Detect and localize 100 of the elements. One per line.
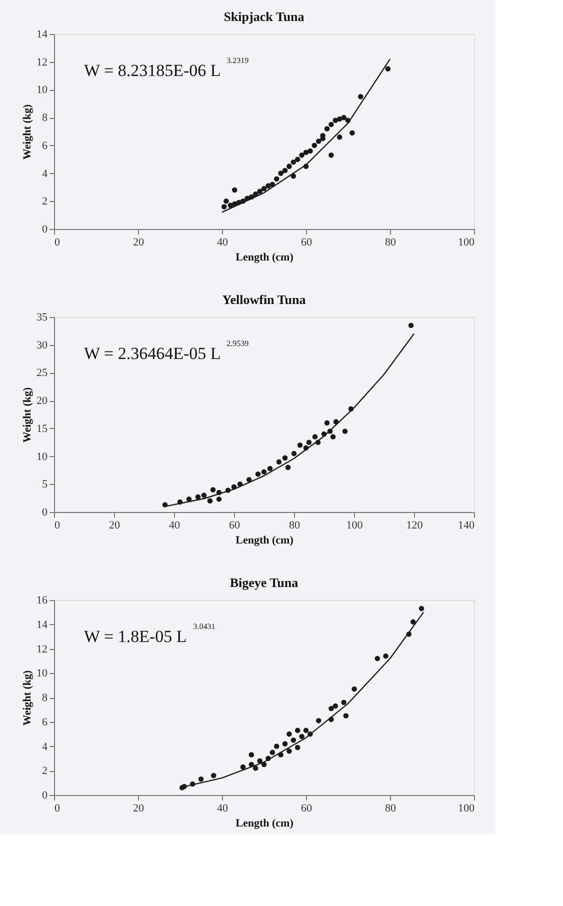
point xyxy=(299,734,304,740)
point xyxy=(418,606,424,612)
point xyxy=(352,686,357,692)
point xyxy=(282,741,288,746)
y-axis-title: Weight (kg) xyxy=(22,387,34,443)
x-tick-label: 60 xyxy=(301,802,312,814)
point xyxy=(312,434,318,440)
point xyxy=(286,731,292,737)
point xyxy=(336,134,342,140)
point xyxy=(308,148,313,154)
point xyxy=(252,766,258,771)
point xyxy=(274,176,280,182)
x-axis-title: Length (cm) xyxy=(236,252,294,264)
point xyxy=(210,487,216,492)
x-tick-label: 20 xyxy=(133,236,144,248)
y-tick-label: 8 xyxy=(42,112,48,124)
x-axis-title: Length (cm) xyxy=(236,818,294,830)
y-tick-label: 15 xyxy=(36,422,48,435)
point xyxy=(383,653,388,659)
point xyxy=(341,114,346,120)
point xyxy=(274,744,280,749)
x-tick-label: 100 xyxy=(458,802,475,814)
line-series xyxy=(221,58,391,213)
point xyxy=(248,752,254,758)
point xyxy=(328,706,334,712)
point xyxy=(267,466,273,472)
x-tick-label: 100 xyxy=(346,520,364,532)
point xyxy=(312,142,318,148)
point xyxy=(286,164,292,169)
y-tick-label: 0 xyxy=(42,506,48,518)
point xyxy=(358,94,364,100)
x-tick-label: 60 xyxy=(229,520,240,532)
x-tick-label: 40 xyxy=(217,802,228,814)
point xyxy=(232,187,238,193)
point xyxy=(342,428,348,434)
point xyxy=(261,186,267,192)
y-tick-label: 5 xyxy=(42,478,48,491)
point xyxy=(297,442,303,448)
y-tick-label: 12 xyxy=(36,643,48,656)
chart-title: Yellowfin Tuna xyxy=(222,292,306,307)
point xyxy=(246,477,252,482)
point xyxy=(261,469,267,475)
point xyxy=(324,420,330,426)
point xyxy=(385,66,391,72)
point xyxy=(240,764,246,770)
point xyxy=(299,152,304,158)
point xyxy=(286,748,292,754)
x-axis-title: Length (cm) xyxy=(236,534,294,546)
point xyxy=(408,322,414,328)
x-tick-label: 0 xyxy=(54,802,60,814)
point xyxy=(276,459,282,464)
point xyxy=(282,168,288,174)
y-axis-title: Weight (kg) xyxy=(22,670,34,726)
point xyxy=(410,619,416,625)
point xyxy=(270,750,276,755)
y-tick-label: 6 xyxy=(42,716,48,728)
y-tick-label: 14 xyxy=(36,618,48,631)
x-tick-label: 20 xyxy=(109,520,120,532)
y-tick-label: 10 xyxy=(36,668,48,680)
y-tick-label: 0 xyxy=(42,224,48,236)
annotation: W = 8.23185E-06 L3.2319 xyxy=(84,56,249,80)
point xyxy=(294,156,300,162)
point xyxy=(195,494,201,500)
x-tick-label: 20 xyxy=(133,802,144,814)
point xyxy=(282,455,288,461)
chart-title: Skipjack Tuna xyxy=(224,9,305,24)
point xyxy=(224,198,229,204)
point xyxy=(255,471,261,477)
x-tick-label: 40 xyxy=(169,520,180,532)
x-tick-label: 80 xyxy=(289,520,300,532)
point xyxy=(290,738,296,743)
annotation: W = 1.8E-05 L3.0431 xyxy=(84,622,216,646)
x-tick-label: 80 xyxy=(385,236,396,248)
point xyxy=(306,440,312,445)
point xyxy=(324,126,330,132)
y-axis-title: Weight (kg) xyxy=(22,104,34,160)
x-tick-label: 60 xyxy=(301,236,312,248)
point xyxy=(216,496,222,502)
x-tick-label: 100 xyxy=(458,236,475,248)
y-tick-label: 8 xyxy=(42,692,48,704)
y-tick-label: 14 xyxy=(36,28,48,40)
point xyxy=(285,464,291,470)
point xyxy=(343,713,349,718)
point xyxy=(198,776,204,782)
point xyxy=(278,170,284,176)
point xyxy=(350,130,355,136)
point xyxy=(210,772,216,778)
point xyxy=(328,122,334,128)
point xyxy=(374,656,380,662)
point xyxy=(221,204,227,210)
y-tick-label: 16 xyxy=(36,594,48,606)
y-tick-label: 20 xyxy=(36,395,48,408)
point xyxy=(341,700,346,706)
point xyxy=(266,183,271,188)
x-tick-label: 120 xyxy=(406,520,424,532)
y-tick-label: 10 xyxy=(36,450,48,463)
y-tick-label: 25 xyxy=(36,367,48,380)
point xyxy=(294,728,300,734)
y-tick-label: 6 xyxy=(42,140,48,152)
chart-title: Bigeye Tuna xyxy=(230,575,299,590)
